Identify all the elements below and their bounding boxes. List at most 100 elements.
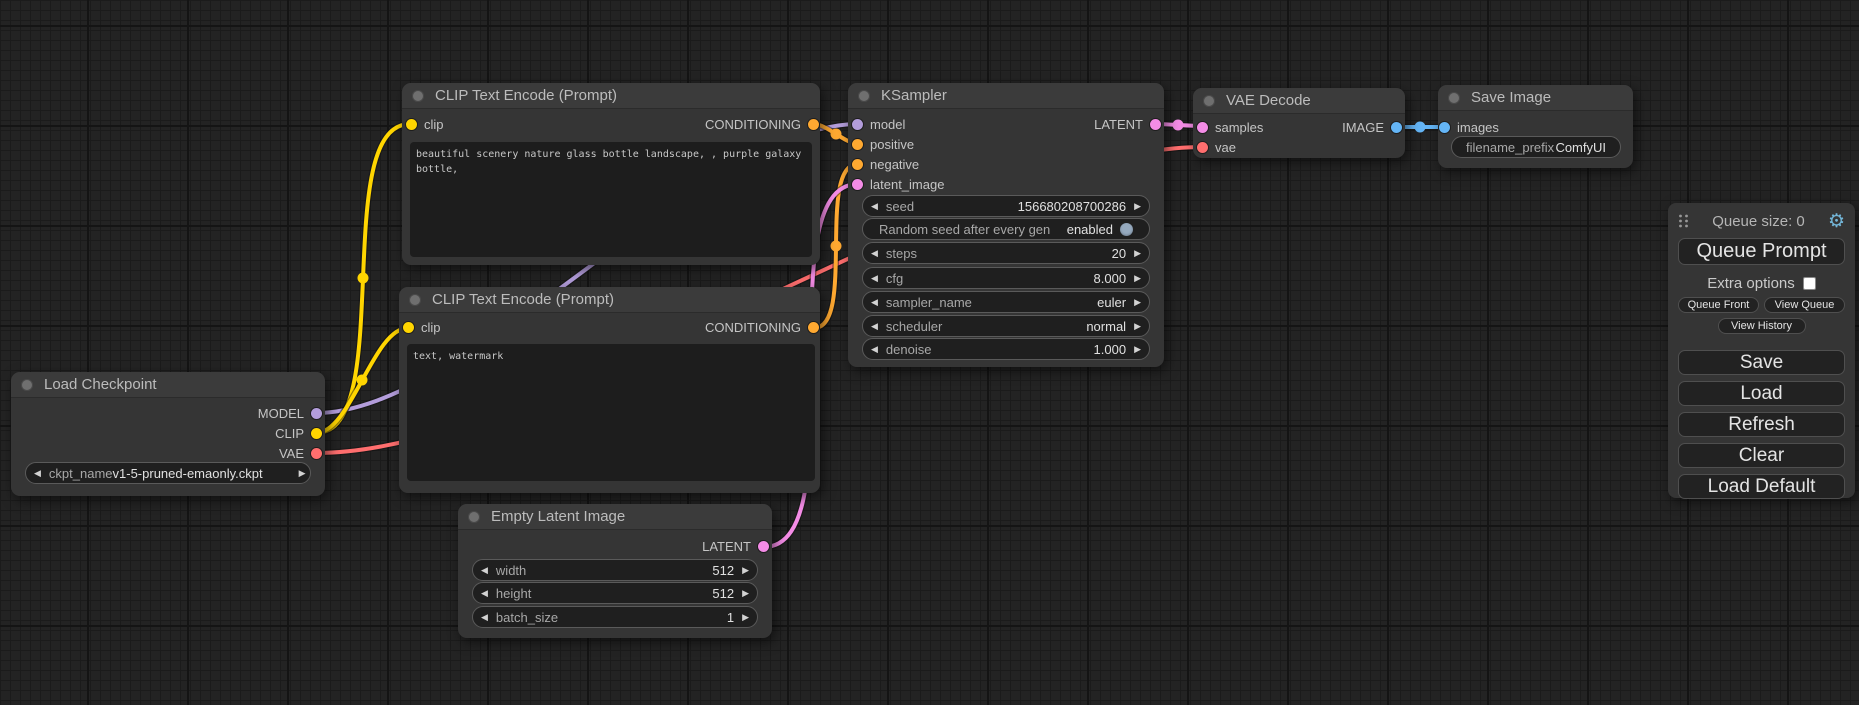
input-slot-latent-image[interactable]: latent_image <box>852 174 944 194</box>
node-clip-text-encode-negative[interactable]: CLIP Text Encode (Prompt) clip CONDITION… <box>399 287 820 493</box>
save-button[interactable]: Save <box>1678 350 1845 375</box>
arrow-left-icon[interactable]: ◀ <box>871 247 878 258</box>
queue-front-button[interactable]: Queue Front <box>1678 297 1759 313</box>
output-slot-conditioning[interactable]: CONDITIONING <box>705 114 819 134</box>
input-dot-negative[interactable] <box>852 158 863 170</box>
ckpt-name-widget[interactable]: ◀ ckpt_name v1-5-pruned-emaonly.ckpt ▶ <box>25 462 311 484</box>
input-dot-latent-image[interactable] <box>852 178 863 190</box>
input-dot-positive[interactable] <box>852 138 863 150</box>
node-header[interactable]: KSampler <box>848 83 1164 109</box>
node-ksampler[interactable]: KSampler model positive negative latent_… <box>848 83 1164 367</box>
arrow-left-icon[interactable]: ◀ <box>871 320 878 331</box>
random-seed-toggle-widget[interactable]: Random seed after every gen enabled <box>862 218 1150 240</box>
arrow-right-icon[interactable]: ▶ <box>1134 272 1141 283</box>
arrow-right-icon[interactable]: ▶ <box>742 587 749 598</box>
output-dot-model[interactable] <box>311 407 322 419</box>
view-history-button[interactable]: View History <box>1717 318 1806 334</box>
input-dot-model[interactable] <box>852 118 863 130</box>
collapse-dot-icon[interactable] <box>21 378 33 391</box>
output-slot-image[interactable]: IMAGE <box>1342 117 1402 137</box>
node-header[interactable]: Save Image <box>1438 85 1633 111</box>
input-slot-clip[interactable]: clip <box>403 317 441 337</box>
width-widget[interactable]: ◀ width 512 ▶ <box>472 559 758 581</box>
node-empty-latent-image[interactable]: Empty Latent Image LATENT ◀ width 512 ▶ … <box>458 504 772 638</box>
node-header[interactable]: CLIP Text Encode (Prompt) <box>402 83 820 109</box>
output-dot-conditioning[interactable] <box>808 321 819 333</box>
node-clip-text-encode-positive[interactable]: CLIP Text Encode (Prompt) clip CONDITION… <box>402 83 820 265</box>
arrow-right-icon[interactable]: ▶ <box>1134 247 1141 258</box>
toggle-knob-icon[interactable] <box>1120 222 1133 236</box>
node-header[interactable]: CLIP Text Encode (Prompt) <box>399 287 820 313</box>
steps-widget[interactable]: ◀ steps 20 ▶ <box>862 242 1150 264</box>
queue-prompt-button[interactable]: Queue Prompt <box>1678 238 1845 265</box>
view-queue-button[interactable]: View Queue <box>1764 297 1845 313</box>
collapse-dot-icon[interactable] <box>858 89 870 102</box>
extra-options-checkbox[interactable] <box>1802 276 1816 290</box>
arrow-right-icon[interactable]: ▶ <box>742 564 749 575</box>
output-dot-conditioning[interactable] <box>808 118 819 130</box>
load-button[interactable]: Load <box>1678 381 1845 406</box>
sampler-name-widget[interactable]: ◀ sampler_name euler ▶ <box>862 291 1150 313</box>
arrow-right-icon[interactable]: ▶ <box>1134 200 1141 211</box>
output-dot-latent[interactable] <box>758 540 769 552</box>
input-dot-clip[interactable] <box>403 321 414 333</box>
output-dot-clip[interactable] <box>311 427 322 439</box>
arrow-left-icon[interactable]: ◀ <box>481 564 488 575</box>
batch-size-widget[interactable]: ◀ batch_size 1 ▶ <box>472 606 758 628</box>
input-slot-negative[interactable]: negative <box>852 154 919 174</box>
output-slot-model[interactable]: MODEL <box>258 403 322 423</box>
output-dot-vae[interactable] <box>311 447 322 459</box>
input-slot-positive[interactable]: positive <box>852 134 914 154</box>
filename-prefix-widget[interactable]: filename_prefix ComfyUI <box>1451 136 1621 158</box>
collapse-dot-icon[interactable] <box>1448 91 1460 104</box>
denoise-widget[interactable]: ◀ denoise 1.000 ▶ <box>862 338 1150 360</box>
output-slot-conditioning[interactable]: CONDITIONING <box>705 317 819 337</box>
arrow-left-icon[interactable]: ◀ <box>871 296 878 307</box>
drag-handle-icon[interactable] <box>1678 213 1689 229</box>
input-slot-model[interactable]: model <box>852 114 905 134</box>
seed-widget[interactable]: ◀ seed 156680208700286 ▶ <box>862 195 1150 217</box>
input-dot-images[interactable] <box>1439 121 1450 133</box>
input-slot-clip[interactable]: clip <box>406 114 444 134</box>
node-header[interactable]: Load Checkpoint <box>11 372 325 398</box>
prompt-text-area[interactable]: beautiful scenery nature glass bottle la… <box>410 142 812 257</box>
collapse-dot-icon[interactable] <box>1203 94 1215 107</box>
node-header[interactable]: VAE Decode <box>1193 88 1405 114</box>
input-dot-vae[interactable] <box>1197 141 1208 153</box>
collapse-dot-icon[interactable] <box>412 89 424 102</box>
arrow-left-icon[interactable]: ◀ <box>481 611 488 622</box>
arrow-right-icon[interactable]: ▶ <box>298 467 306 478</box>
prompt-text-area[interactable]: text, watermark <box>407 344 815 481</box>
output-slot-vae[interactable]: VAE <box>279 443 322 463</box>
input-dot-samples[interactable] <box>1197 121 1208 133</box>
output-dot-latent[interactable] <box>1150 118 1161 130</box>
input-slot-samples[interactable]: samples <box>1197 117 1263 137</box>
collapse-dot-icon[interactable] <box>468 510 480 523</box>
node-header[interactable]: Empty Latent Image <box>458 504 772 530</box>
arrow-right-icon[interactable]: ▶ <box>1134 343 1141 354</box>
output-slot-latent[interactable]: LATENT <box>1094 114 1161 134</box>
arrow-left-icon[interactable]: ◀ <box>871 343 878 354</box>
input-slot-vae[interactable]: vae <box>1197 137 1236 157</box>
node-save-image[interactable]: Save Image images filename_prefix ComfyU… <box>1438 85 1633 168</box>
clear-button[interactable]: Clear <box>1678 443 1845 468</box>
node-vae-decode[interactable]: VAE Decode samples vae IMAGE <box>1193 88 1405 158</box>
output-slot-latent[interactable]: LATENT <box>702 536 769 556</box>
arrow-left-icon[interactable]: ◀ <box>34 467 41 478</box>
input-dot-clip[interactable] <box>406 118 417 130</box>
scheduler-widget[interactable]: ◀ scheduler normal ▶ <box>862 315 1150 337</box>
queue-menu-panel[interactable]: Queue size: 0 ⚙ Queue Prompt Extra optio… <box>1668 203 1855 499</box>
arrow-left-icon[interactable]: ◀ <box>871 200 878 211</box>
input-slot-images[interactable]: images <box>1439 117 1499 137</box>
arrow-right-icon[interactable]: ▶ <box>742 611 749 622</box>
cfg-widget[interactable]: ◀ cfg 8.000 ▶ <box>862 267 1150 289</box>
settings-gear-icon[interactable]: ⚙ <box>1827 210 1845 232</box>
load-default-button[interactable]: Load Default <box>1678 474 1845 499</box>
refresh-button[interactable]: Refresh <box>1678 412 1845 437</box>
arrow-left-icon[interactable]: ◀ <box>481 587 488 598</box>
arrow-right-icon[interactable]: ▶ <box>1134 320 1141 331</box>
collapse-dot-icon[interactable] <box>409 293 421 306</box>
height-widget[interactable]: ◀ height 512 ▶ <box>472 582 758 604</box>
output-slot-clip[interactable]: CLIP <box>275 423 322 443</box>
node-load-checkpoint[interactable]: Load Checkpoint MODEL CLIP VAE ◀ ckpt_na… <box>11 372 325 496</box>
